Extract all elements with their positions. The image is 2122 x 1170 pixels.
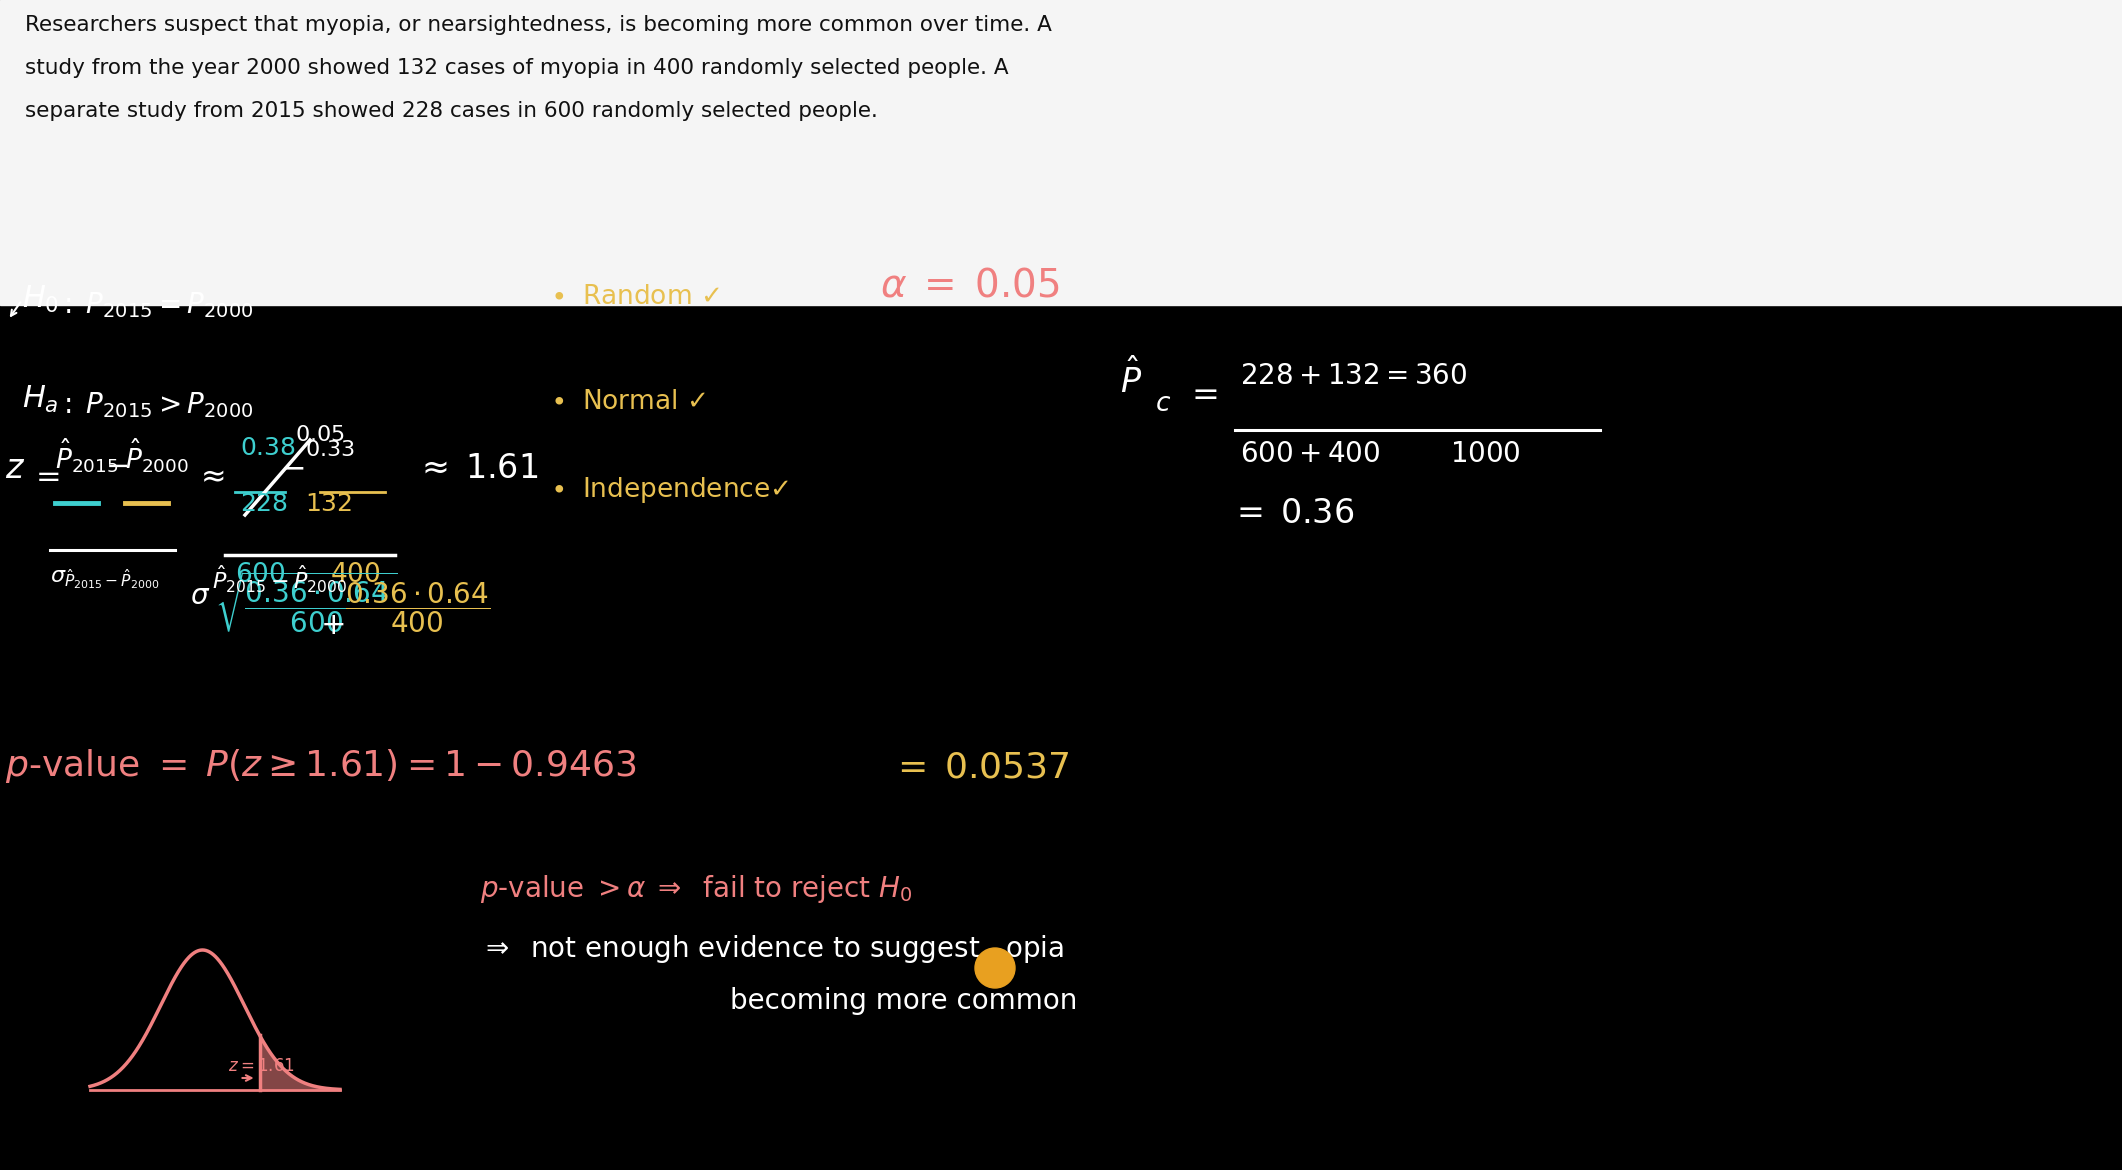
Text: $: \; P_{2015} > P_{2000}$: $: \; P_{2015} > P_{2000}$ — [57, 391, 253, 420]
Text: $z=1.61$: $z=1.61$ — [227, 1057, 295, 1075]
Text: separate study from 2015 showed 228 cases in 600 randomly selected people.: separate study from 2015 showed 228 case… — [25, 101, 879, 121]
Text: $\sigma_{\hat{P}_{2015} - \hat{P}_{2000}}$: $\sigma_{\hat{P}_{2015} - \hat{P}_{2000}… — [51, 567, 159, 592]
Text: $400$: $400$ — [331, 562, 380, 589]
Text: Researchers suspect that myopia, or nearsightedness, is becoming more common ove: Researchers suspect that myopia, or near… — [25, 15, 1053, 35]
Text: $\hat{P}$: $\hat{P}$ — [1120, 359, 1142, 400]
Text: $132$: $132$ — [306, 493, 352, 516]
Text: $\bullet \;$ Random $\checkmark$: $\bullet \;$ Random $\checkmark$ — [550, 284, 719, 310]
Text: $= \; 0.36$: $= \; 0.36$ — [1231, 497, 1354, 530]
Text: $= \; 0.0537$: $= \; 0.0537$ — [889, 751, 1069, 785]
Text: $0.05$: $0.05$ — [295, 425, 344, 445]
Text: $\bullet \;$ Normal $\checkmark$: $\bullet \;$ Normal $\checkmark$ — [550, 388, 707, 415]
Text: $\sigma$: $\sigma$ — [191, 581, 210, 610]
Text: $H_0$: $H_0$ — [21, 284, 59, 315]
Text: $=$: $=$ — [30, 461, 59, 490]
Text: $600 + 400$: $600 + 400$ — [1239, 440, 1379, 468]
Text: $228$: $228$ — [240, 493, 289, 516]
Text: $-$: $-$ — [280, 453, 303, 482]
Text: $=$: $=$ — [1184, 377, 1218, 410]
Text: $\hat{P}_{2000}$: $\hat{P}_{2000}$ — [125, 436, 189, 475]
Bar — [0, 0, 2122, 305]
Text: $-$: $-$ — [104, 452, 127, 480]
Text: study from the year 2000 showed 132 cases of myopia in 400 randomly selected peo: study from the year 2000 showed 132 case… — [25, 58, 1008, 78]
Text: $+$: $+$ — [320, 611, 344, 640]
Text: $600$: $600$ — [236, 562, 286, 589]
Text: $H_a$: $H_a$ — [21, 384, 59, 415]
Text: $p$-value $> \alpha \; \Rightarrow \;$ fail to reject $H_0$: $p$-value $> \alpha \; \Rightarrow \;$ f… — [480, 873, 912, 906]
Text: becoming more common: becoming more common — [730, 987, 1078, 1016]
Text: $c$: $c$ — [1154, 391, 1171, 417]
Text: $\bullet \;$ Independence$\checkmark$: $\bullet \;$ Independence$\checkmark$ — [550, 475, 789, 505]
Text: $\alpha \; = \; 0.05$: $\alpha \; = \; 0.05$ — [881, 267, 1059, 305]
Text: $\hat{P}_{2015} - \hat{P}_{2000}$: $\hat{P}_{2015} - \hat{P}_{2000}$ — [212, 564, 348, 596]
Text: $1000$: $1000$ — [1449, 440, 1521, 468]
Text: $\approx \; 1.61$: $\approx \; 1.61$ — [416, 452, 539, 486]
Text: $p$-value $= \; P(z \geq 1.61) = 1 - 0.9463$: $p$-value $= \; P(z \geq 1.61) = 1 - 0.9… — [4, 746, 637, 785]
Text: $: \; P_{2015} = P_{2000}$: $: \; P_{2015} = P_{2000}$ — [57, 290, 253, 321]
Circle shape — [974, 948, 1014, 987]
Text: $\sqrt{\dfrac{0.36 \cdot 0.64}{600}}$: $\sqrt{\dfrac{0.36 \cdot 0.64}{600}}$ — [214, 570, 397, 635]
Text: $\Rightarrow \;$ not enough evidence to suggest   opia: $\Rightarrow \;$ not enough evidence to … — [480, 932, 1063, 965]
Text: $\hat{P}_{2015}$: $\hat{P}_{2015}$ — [55, 436, 119, 475]
Text: $0.38$: $0.38$ — [240, 436, 295, 460]
Text: $\dfrac{0.36 \cdot 0.64}{400}$: $\dfrac{0.36 \cdot 0.64}{400}$ — [346, 580, 490, 635]
Text: $228 + 132 = 360$: $228 + 132 = 360$ — [1239, 362, 1466, 390]
Text: $0.33$: $0.33$ — [306, 440, 354, 460]
Text: $z$: $z$ — [4, 452, 25, 486]
Text: $\approx$: $\approx$ — [195, 461, 225, 490]
